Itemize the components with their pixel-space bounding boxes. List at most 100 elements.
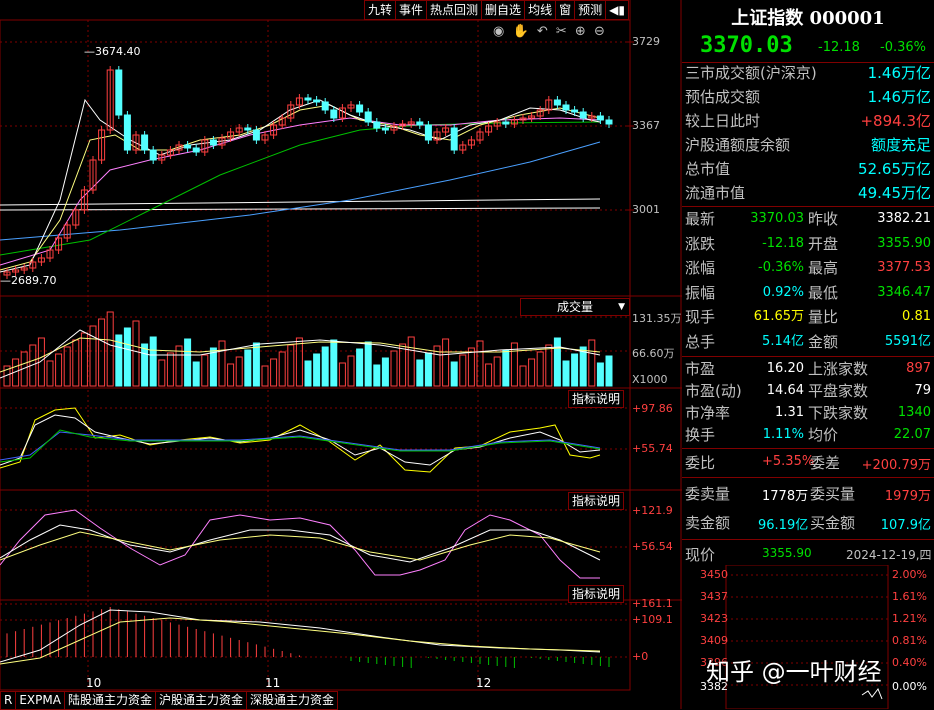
zoom-in-icon[interactable]: ⊕ [574, 24, 586, 39]
grid-value: 79 [914, 383, 931, 398]
indicator2-help-button[interactable]: 指标说明 [568, 492, 625, 510]
volume-bar [287, 344, 295, 387]
summary-list: 三市成交额(沪深京) 1.46万亿 预估成交额 1.46万亿 较上日此时 +894.3亿沪… [682, 62, 934, 206]
volume-bar [37, 337, 45, 387]
volume-bar [519, 365, 527, 387]
candle [476, 131, 484, 141]
summary-row: 三市成交额(沪深京) 1.46万亿 [682, 62, 934, 85]
volume-bar [493, 356, 501, 387]
mini-left-label: 3382 [700, 680, 728, 693]
undo-icon[interactable]: ↶ [536, 24, 548, 39]
summary-value: 1.46万亿 [867, 64, 931, 82]
indicator1-blue-line [0, 431, 601, 461]
zoom-out-icon[interactable]: ⊖ [593, 24, 605, 39]
volume-bar [29, 344, 37, 387]
mini-right-label: 1.61% [892, 590, 927, 603]
volume-bar [313, 353, 321, 387]
scissors-icon[interactable]: ✂ [555, 24, 567, 39]
volume-bar [270, 358, 278, 387]
candle [321, 101, 329, 111]
summary-label: 沪股通额度余额 [685, 136, 791, 154]
candle [106, 69, 114, 131]
candle [98, 129, 106, 161]
weicha-label: 委差 [810, 454, 841, 472]
candle [270, 124, 278, 136]
volume-bar [244, 349, 252, 387]
summary-label: 总市值 [685, 160, 731, 178]
volume-bar [72, 339, 80, 387]
indicator1-help-button[interactable]: 指标说明 [568, 390, 625, 408]
volume-selector[interactable]: 成交量 ▼ [520, 298, 630, 316]
collapse-panel-icon[interactable]: ◀▮ [605, 0, 629, 20]
indicator2-white-line [0, 524, 601, 563]
volume-bar [571, 353, 579, 387]
tab-lugutong[interactable]: 陆股通主力资金 [63, 691, 156, 710]
candle [12, 269, 20, 273]
candle [571, 109, 579, 113]
mini-right-label: 1.21% [892, 612, 927, 625]
grid-value: 0.81 [902, 309, 931, 324]
volume-bar [596, 362, 604, 387]
volume-bar [80, 332, 88, 387]
summary-value: 49.45万亿 [858, 184, 931, 202]
tab-hugutong[interactable]: 沪股通主力资金 [154, 691, 247, 710]
candle [485, 125, 493, 133]
volume-bar [330, 339, 338, 387]
chart-tools: ◉ ✋ ↶ ✂ ⊕ ⊖ [493, 24, 605, 39]
tab-expma[interactable]: EXPMA [15, 691, 65, 710]
volume-bar [89, 325, 97, 387]
grid-label: 下跌家数 [808, 404, 869, 422]
candle [235, 127, 243, 133]
grid-label: 市盈 [685, 360, 716, 378]
window-button[interactable]: 窗 [555, 0, 576, 20]
candle [467, 139, 475, 146]
volume-bar [476, 340, 484, 387]
candle [493, 121, 501, 127]
candle [218, 137, 226, 146]
indicator3-help-button[interactable]: 指标说明 [568, 585, 625, 603]
hotspot-backtest-button[interactable]: 热点回测 [426, 0, 483, 20]
volume-bar [373, 364, 381, 387]
weibi-label: 委比 [685, 454, 716, 472]
volume-bar [347, 355, 355, 387]
candle [80, 189, 88, 211]
sell-vol-value: 1778万 [762, 489, 809, 504]
eye-icon[interactable]: ◉ [493, 24, 505, 39]
summary-row: 较上日此时 +894.3亿 [682, 110, 934, 133]
summary-label: 较上日此时 [685, 112, 761, 130]
ind3-y-label-1: +161.1 [632, 597, 673, 610]
indicator3-yellow-line [0, 617, 601, 665]
volume-bar [433, 345, 441, 387]
volume-bar [201, 354, 209, 387]
candle [407, 121, 415, 125]
volume-bar [442, 338, 450, 387]
indicator1-white-line [0, 414, 601, 466]
indicator1-green-line [0, 429, 601, 463]
candle [364, 111, 372, 123]
ind3-y-label-3: +0 [632, 650, 649, 663]
event-button[interactable]: 事件 [395, 0, 428, 20]
sell-amt-value: 96.19亿 [758, 518, 809, 533]
hand-icon[interactable]: ✋ [512, 24, 529, 39]
candle [338, 107, 346, 119]
candle [545, 99, 553, 111]
grid-value: 897 [906, 361, 931, 376]
volume-bar [424, 352, 432, 387]
watermark: 知乎 @一叶财经 [706, 658, 882, 686]
tab-shengutong[interactable]: 深股通主力资金 [245, 691, 338, 710]
grid-label: 均价 [808, 426, 839, 444]
volume-bar [364, 341, 372, 387]
volume-bar [407, 336, 415, 387]
candle [89, 159, 97, 191]
mini-price-line [861, 687, 883, 700]
now-price-value: 3355.90 [762, 546, 812, 560]
y-label-high: 3729 [632, 35, 660, 48]
y-label-mid: 3367 [632, 119, 660, 132]
candle [356, 104, 364, 113]
volume-bar [295, 337, 303, 387]
volume-bar [158, 359, 166, 387]
high-marker-label: —3674.40 [84, 45, 141, 58]
grid-value: 16.20 [766, 361, 804, 376]
tab-r[interactable]: R [0, 691, 17, 710]
volume-bar [390, 350, 398, 387]
